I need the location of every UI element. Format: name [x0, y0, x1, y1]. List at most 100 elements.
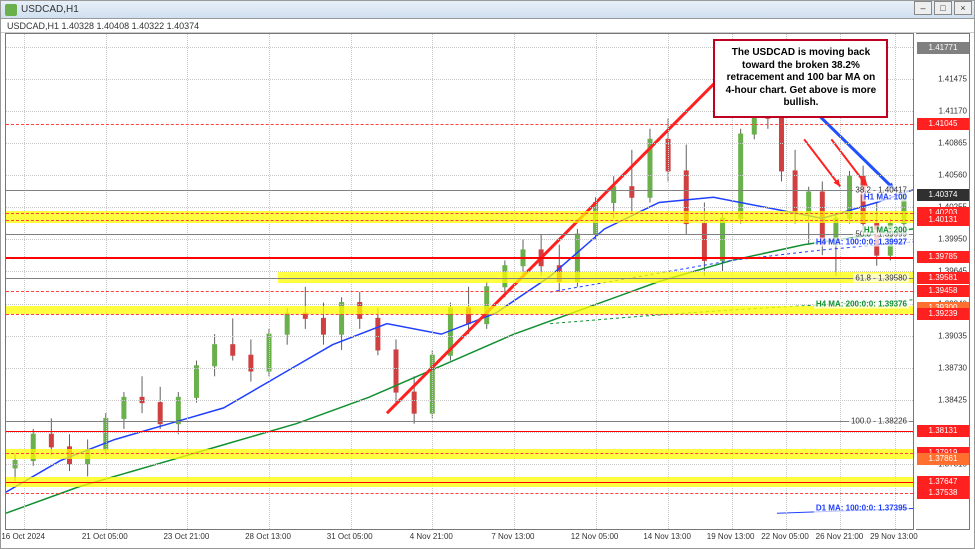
- grid-hline: [6, 336, 913, 337]
- x-tick: 29 Nov 13:00: [870, 532, 918, 541]
- horizontal-line: [6, 213, 913, 214]
- ma-label: H1 MA: 200: [862, 225, 909, 234]
- candle-body: [648, 139, 652, 197]
- y-tick: 1.39950: [938, 235, 967, 244]
- y-tick: 1.38730: [938, 363, 967, 372]
- horizontal-line: [6, 291, 913, 292]
- candle-body: [394, 350, 398, 392]
- candle-body: [612, 187, 616, 203]
- x-tick: 31 Oct 05:00: [327, 532, 373, 541]
- grid-hline: [6, 464, 913, 465]
- candle-body: [702, 224, 706, 261]
- arrowhead-icon: [833, 179, 840, 187]
- trend-arrow: [831, 139, 867, 186]
- price-zone: [278, 272, 913, 283]
- y-tick: 1.41475: [938, 74, 967, 83]
- horizontal-line: [6, 314, 913, 315]
- price-tag: 1.40374: [917, 189, 969, 201]
- chart-window: USDCAD,H1 – □ × USDCAD,H1 1.40328 1.4040…: [0, 0, 975, 549]
- window-title: USDCAD,H1: [21, 4, 79, 15]
- ma-label: H4 MA: 100:0:0: 1.39927: [814, 237, 909, 246]
- price-tag: 1.41771: [917, 42, 969, 54]
- minimize-button[interactable]: –: [914, 1, 932, 15]
- price-tag: 1.37647: [917, 476, 969, 488]
- candle-body: [630, 187, 634, 198]
- x-tick: 4 Nov 21:00: [410, 532, 453, 541]
- candle-body: [779, 118, 783, 171]
- grid-hline: [6, 175, 913, 176]
- horizontal-line: [6, 124, 913, 125]
- grid-hline: [6, 432, 913, 433]
- candle-body: [49, 434, 53, 447]
- x-tick: 21 Oct 05:00: [82, 532, 128, 541]
- horizontal-line: [6, 278, 913, 279]
- grid-hline: [6, 239, 913, 240]
- app-icon: [5, 4, 17, 16]
- grid-hline: [6, 207, 913, 208]
- horizontal-line: [6, 482, 913, 483]
- price-tag: 1.39785: [917, 251, 969, 263]
- maximize-button[interactable]: □: [934, 1, 952, 15]
- price-tag: 1.37538: [917, 487, 969, 499]
- close-button[interactable]: ×: [954, 1, 972, 15]
- chart-area[interactable]: 38.2 - 1.4041750.0 - 1.3999961.8 - 1.395…: [5, 33, 914, 530]
- ohlc-text: USDCAD,H1 1.40328 1.40408 1.40322 1.4037…: [7, 21, 199, 31]
- x-tick: 16 Oct 2024: [1, 532, 45, 541]
- horizontal-line: [6, 190, 913, 191]
- trend-arrow: [387, 48, 750, 413]
- trend-arrow: [804, 139, 840, 186]
- candle-body: [412, 392, 416, 413]
- y-tick: 1.39035: [938, 331, 967, 340]
- candle-body: [285, 313, 289, 334]
- candle-body: [176, 397, 180, 423]
- y-tick: 1.41170: [939, 106, 967, 115]
- y-tick: 1.40865: [938, 139, 967, 148]
- x-tick: 26 Nov 21:00: [816, 532, 864, 541]
- fib-label: 61.8 - 1.39580: [853, 274, 909, 283]
- candle-body: [231, 345, 235, 356]
- ohlc-infobar: USDCAD,H1 1.40328 1.40408 1.40322 1.4037…: [1, 19, 974, 33]
- price-tag: 1.39581: [917, 272, 969, 284]
- candle-body: [807, 192, 811, 213]
- ma-label: H4 MA: 200:0:0: 1.39376: [814, 299, 909, 308]
- horizontal-line: [6, 234, 913, 235]
- horizontal-line: [6, 421, 913, 422]
- x-axis: 16 Oct 202421 Oct 05:0023 Oct 21:0028 Oc…: [5, 532, 914, 546]
- grid-hline: [6, 304, 913, 305]
- x-tick: 19 Nov 13:00: [707, 532, 755, 541]
- price-tag: 1.39239: [917, 308, 969, 320]
- ma-label: H1 MA: 100: [862, 193, 909, 202]
- x-tick: 12 Nov 05:00: [571, 532, 619, 541]
- y-tick: 1.38425: [938, 395, 967, 404]
- price-tag: 1.37861: [917, 453, 969, 465]
- price-zone: [6, 306, 913, 314]
- horizontal-line: [6, 431, 913, 432]
- price-tag: 1.38131: [917, 425, 969, 437]
- x-tick: 22 Nov 05:00: [761, 532, 809, 541]
- fib-label: 100.0 - 1.38226: [849, 416, 909, 425]
- candle-body: [194, 366, 198, 398]
- horizontal-line: [6, 220, 913, 221]
- y-axis: 1.417801.414751.411701.408651.405601.402…: [916, 33, 970, 530]
- horizontal-line: [6, 453, 913, 454]
- price-tag: 1.39458: [917, 285, 969, 297]
- candle-body: [376, 318, 380, 350]
- annotation-box: The USDCAD is moving back toward the bro…: [713, 39, 888, 118]
- x-tick: 28 Oct 13:00: [245, 532, 291, 541]
- candle-body: [213, 345, 217, 366]
- window-controls: – □ ×: [914, 1, 972, 15]
- titlebar[interactable]: USDCAD,H1 – □ ×: [1, 1, 974, 19]
- ma-label: D1 MA: 100:0:0: 1.37395: [814, 503, 909, 512]
- grid-hline: [6, 368, 913, 369]
- candle-body: [321, 318, 325, 334]
- ma-line-ma_h1_100: [6, 190, 913, 492]
- horizontal-line: [6, 257, 913, 259]
- candle-body: [739, 134, 743, 218]
- horizontal-line: [6, 493, 913, 494]
- grid-hline: [6, 400, 913, 401]
- price-tag: 1.41045: [917, 118, 969, 130]
- x-tick: 7 Nov 13:00: [491, 532, 534, 541]
- price-tag: 1.40131: [917, 214, 969, 226]
- y-tick: 1.40560: [938, 171, 967, 180]
- grid-hline: [6, 143, 913, 144]
